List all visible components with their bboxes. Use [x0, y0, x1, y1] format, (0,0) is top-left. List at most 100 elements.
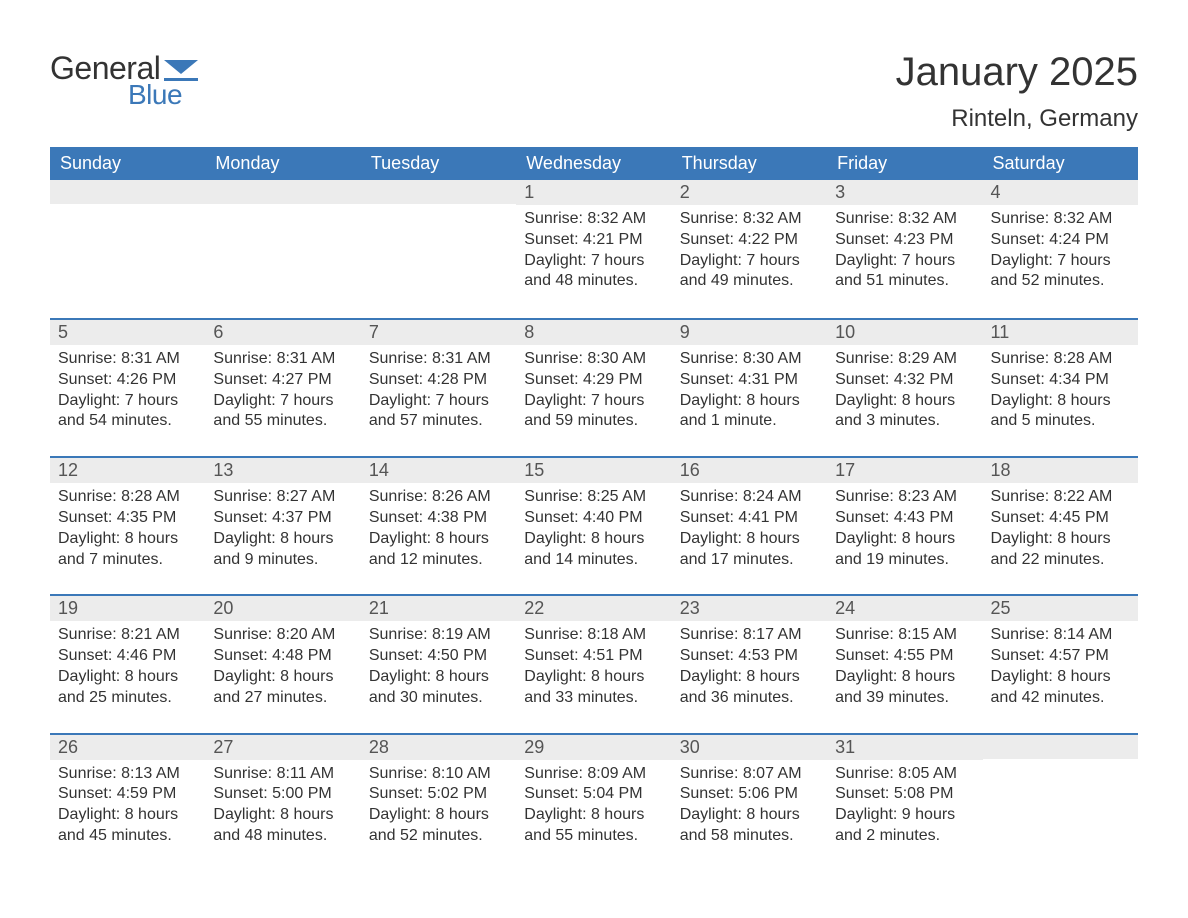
sunset-text: Sunset: 4:40 PM [524, 508, 663, 529]
sunrise-text: Sunrise: 8:31 AM [213, 349, 352, 370]
day-details: Sunrise: 8:05 AMSunset: 5:08 PMDaylight:… [835, 764, 974, 847]
daylight-text: Daylight: 8 hours and 42 minutes. [991, 667, 1130, 709]
day-details: Sunrise: 8:19 AMSunset: 4:50 PMDaylight:… [369, 625, 508, 708]
calendar-week: 5Sunrise: 8:31 AMSunset: 4:26 PMDaylight… [50, 318, 1138, 438]
sunset-text: Sunset: 4:28 PM [369, 370, 508, 391]
day-details: Sunrise: 8:13 AMSunset: 4:59 PMDaylight:… [58, 764, 197, 847]
sunrise-text: Sunrise: 8:22 AM [991, 487, 1130, 508]
sunset-text: Sunset: 4:51 PM [524, 646, 663, 667]
day-number [205, 180, 360, 204]
day-cell [205, 180, 360, 300]
day-cell: 18Sunrise: 8:22 AMSunset: 4:45 PMDayligh… [983, 458, 1138, 576]
sunset-text: Sunset: 4:55 PM [835, 646, 974, 667]
sunset-text: Sunset: 4:46 PM [58, 646, 197, 667]
daylight-text: Daylight: 8 hours and 5 minutes. [991, 391, 1130, 433]
day-number: 11 [983, 320, 1138, 345]
day-number: 12 [50, 458, 205, 483]
day-cell: 30Sunrise: 8:07 AMSunset: 5:06 PMDayligh… [672, 735, 827, 853]
day-number: 22 [516, 596, 671, 621]
day-details: Sunrise: 8:32 AMSunset: 4:21 PMDaylight:… [524, 209, 663, 292]
day-cell: 27Sunrise: 8:11 AMSunset: 5:00 PMDayligh… [205, 735, 360, 853]
daylight-text: Daylight: 8 hours and 52 minutes. [369, 805, 508, 847]
sunset-text: Sunset: 4:27 PM [213, 370, 352, 391]
location: Rinteln, Germany [896, 105, 1138, 133]
sunset-text: Sunset: 4:35 PM [58, 508, 197, 529]
sunset-text: Sunset: 4:53 PM [680, 646, 819, 667]
daylight-text: Daylight: 8 hours and 36 minutes. [680, 667, 819, 709]
daylight-text: Daylight: 8 hours and 25 minutes. [58, 667, 197, 709]
day-cell: 23Sunrise: 8:17 AMSunset: 4:53 PMDayligh… [672, 596, 827, 714]
dow-wednesday: Wednesday [516, 147, 671, 180]
daylight-text: Daylight: 8 hours and 22 minutes. [991, 529, 1130, 571]
day-cell: 19Sunrise: 8:21 AMSunset: 4:46 PMDayligh… [50, 596, 205, 714]
calendar-week: 19Sunrise: 8:21 AMSunset: 4:46 PMDayligh… [50, 594, 1138, 714]
daylight-text: Daylight: 8 hours and 9 minutes. [213, 529, 352, 571]
sunrise-text: Sunrise: 8:32 AM [835, 209, 974, 230]
day-details: Sunrise: 8:24 AMSunset: 4:41 PMDaylight:… [680, 487, 819, 570]
day-cell: 1Sunrise: 8:32 AMSunset: 4:21 PMDaylight… [516, 180, 671, 300]
day-details: Sunrise: 8:18 AMSunset: 4:51 PMDaylight:… [524, 625, 663, 708]
sunrise-text: Sunrise: 8:30 AM [524, 349, 663, 370]
day-cell: 28Sunrise: 8:10 AMSunset: 5:02 PMDayligh… [361, 735, 516, 853]
day-details: Sunrise: 8:31 AMSunset: 4:26 PMDaylight:… [58, 349, 197, 432]
calendar-week: 12 Sunrise: 8:28 AMSunset: 4:35 PMDayligh… [50, 456, 1138, 576]
daylight-text: Daylight: 7 hours and 48 minutes. [524, 251, 663, 293]
logo: General Blue [50, 50, 198, 111]
day-number: 14 [361, 458, 516, 483]
day-number: 25 [983, 596, 1138, 621]
day-cell: 29Sunrise: 8:09 AMSunset: 5:04 PMDayligh… [516, 735, 671, 853]
day-details: Sunrise: 8:11 AMSunset: 5:00 PMDaylight:… [213, 764, 352, 847]
day-number: 9 [672, 320, 827, 345]
daylight-text: Daylight: 8 hours and 12 minutes. [369, 529, 508, 571]
day-cell: 3Sunrise: 8:32 AMSunset: 4:23 PMDaylight… [827, 180, 982, 300]
day-number: 13 [205, 458, 360, 483]
day-number: 17 [827, 458, 982, 483]
day-details: Sunrise: 8:29 AMSunset: 4:32 PMDaylight:… [835, 349, 974, 432]
logo-text-blue: Blue [128, 79, 198, 111]
day-number: 4 [983, 180, 1138, 205]
day-cell: 2Sunrise: 8:32 AMSunset: 4:22 PMDaylight… [672, 180, 827, 300]
daylight-text: Daylight: 8 hours and 27 minutes. [213, 667, 352, 709]
day-number: 29 [516, 735, 671, 760]
sunrise-text: Sunrise: 8:05 AM [835, 764, 974, 785]
daylight-text: Daylight: 8 hours and 48 minutes. [213, 805, 352, 847]
day-cell: 13Sunrise: 8:27 AMSunset: 4:37 PMDayligh… [205, 458, 360, 576]
day-number: 6 [205, 320, 360, 345]
days-of-week-header: Sunday Monday Tuesday Wednesday Thursday… [50, 147, 1138, 180]
sunset-text: Sunset: 4:34 PM [991, 370, 1130, 391]
day-cell: 31Sunrise: 8:05 AMSunset: 5:08 PMDayligh… [827, 735, 982, 853]
daylight-text: Daylight: 9 hours and 2 minutes. [835, 805, 974, 847]
daylight-text: Daylight: 8 hours and 1 minute. [680, 391, 819, 433]
day-number [50, 180, 205, 204]
daylight-text: Daylight: 8 hours and 30 minutes. [369, 667, 508, 709]
day-number: 7 [361, 320, 516, 345]
day-number: 21 [361, 596, 516, 621]
daylight-text: Daylight: 7 hours and 52 minutes. [991, 251, 1130, 293]
day-number: 5 [50, 320, 205, 345]
daylight-text: Daylight: 7 hours and 55 minutes. [213, 391, 352, 433]
day-number: 16 [672, 458, 827, 483]
daylight-text: Daylight: 8 hours and 45 minutes. [58, 805, 197, 847]
sunrise-text: Sunrise: 8:32 AM [680, 209, 819, 230]
sunset-text: Sunset: 4:22 PM [680, 230, 819, 251]
day-details: Sunrise: 8:28 AMSunset: 4:35 PMDaylight:… [58, 487, 197, 570]
day-details: Sunrise: 8:15 AMSunset: 4:55 PMDaylight:… [835, 625, 974, 708]
sunrise-text: Sunrise: 8:27 AM [213, 487, 352, 508]
day-number: 15 [516, 458, 671, 483]
sunrise-text: Sunrise: 8:21 AM [58, 625, 197, 646]
day-cell: 26Sunrise: 8:13 AMSunset: 4:59 PMDayligh… [50, 735, 205, 853]
sunset-text: Sunset: 4:26 PM [58, 370, 197, 391]
day-number: 24 [827, 596, 982, 621]
sunrise-text: Sunrise: 8:19 AM [369, 625, 508, 646]
day-details: Sunrise: 8:21 AMSunset: 4:46 PMDaylight:… [58, 625, 197, 708]
sunrise-text: Sunrise: 8:07 AM [680, 764, 819, 785]
day-number: 18 [983, 458, 1138, 483]
day-cell: 10Sunrise: 8:29 AMSunset: 4:32 PMDayligh… [827, 320, 982, 438]
sunset-text: Sunset: 5:06 PM [680, 784, 819, 805]
sunset-text: Sunset: 4:43 PM [835, 508, 974, 529]
sunset-text: Sunset: 5:04 PM [524, 784, 663, 805]
sunset-text: Sunset: 5:00 PM [213, 784, 352, 805]
daylight-text: Daylight: 8 hours and 58 minutes. [680, 805, 819, 847]
day-cell: 6 Sunrise: 8:31 AMSunset: 4:27 PMDaylight… [205, 320, 360, 438]
daylight-text: Daylight: 8 hours and 3 minutes. [835, 391, 974, 433]
